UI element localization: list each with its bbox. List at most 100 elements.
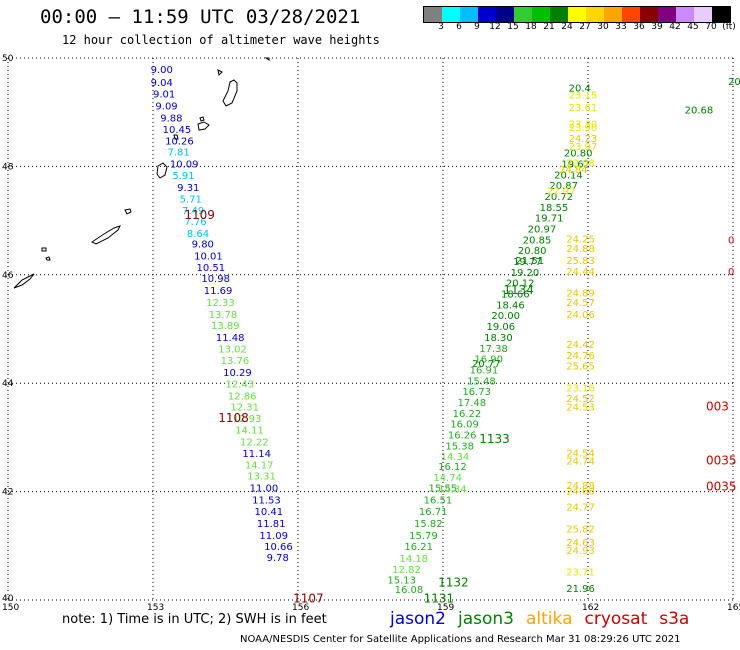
altika-swh-value: 24.06 [566,310,595,321]
jason3-swh-value: 20.68 [685,105,714,116]
altika-swh-value: 20.4 [569,84,591,95]
jason2-swh-value: 12.31 [230,402,259,413]
axis-tick-labels: 150 153 156 159 162 165 42 44 46 48 50 40 [2,54,740,613]
jason2-swh-value: 11.69 [204,286,233,297]
altika-swh-value: 23.61 [569,103,598,114]
jason2-swh-value: 11.53 [252,496,281,507]
altika-swh-value: 25.65 [566,362,595,373]
jason2-swh-value: 10.98 [201,274,230,285]
colorbar-label: 70 [705,22,717,32]
colorbar-label: 12 [489,22,501,32]
edge-value: 20.4 [728,77,740,88]
colorbar-swatch [640,7,658,22]
jason2-swh-value: 12.93 [233,414,262,425]
lat-tick-label: 48 [2,162,14,172]
altika-swh-value: 23.15 [569,91,598,102]
jason2-swh-value: 12.22 [240,438,269,449]
jason2-swh-value: 10.45 [163,125,192,136]
jason2-swh-value: 5.91 [172,171,194,182]
island-shape [222,79,238,107]
altika-swh-value: 24.23 [569,134,598,145]
jason3-swh-value: 16.08 [395,585,424,596]
lon-tick-label: 156 [292,603,309,613]
altika-swh-value: 25.82 [566,524,595,535]
jason3-swh-value: 20.72 [545,192,574,203]
colorbar-label: 21 [543,22,555,32]
jason2-swh-value: 11.00 [250,484,279,495]
jason3-swh-value: 20.87 [549,181,578,192]
colorbar-label: 36 [633,22,645,32]
jason3-swh-value: 20.80 [564,149,593,160]
colorbar-label: 27 [579,22,591,32]
jason2-swh-value: 13.02 [218,344,247,355]
altika-swh-value: 23.90 [569,123,598,134]
altika-swh-value: 24.88 [566,481,595,492]
island-shape [41,247,47,252]
lat-tick-label: 42 [2,488,13,498]
pass-number-label: 1108 [218,411,249,425]
lon-tick-label: 162 [582,603,599,613]
colorbar-swatch [442,7,460,22]
lon-tick-label: 153 [147,603,164,613]
pass-labels: 1109 1108 1107 1134 1133 1132 1131 003 0035 0035 [184,208,736,606]
pass-number-label: 0035 [706,454,737,468]
jason2-swh-value: 9.09 [155,101,177,112]
page-subtitle: 12 hour collection of altimeter wave hei… [62,33,380,47]
island-shape [199,116,205,122]
jason2-swh-value: 9.04 [151,78,173,89]
altika-swh-value: 20.77 [472,359,501,370]
jason3-swh-value: 20.97 [528,225,557,236]
jason2-swh-value: 12.33 [206,298,235,309]
jason3-swh-value: 20.85 [523,235,552,246]
colorbar-swatch [568,7,586,22]
jason3-swh-value: 15.55 [429,484,458,495]
jason3-swh-value: 20.14 [554,170,583,181]
lon-tick-label: 159 [437,603,454,613]
footnote: note: 1) Time is in UTC; 2) SWH is in fe… [62,612,327,627]
jason2-swh-value: 13.78 [209,310,238,321]
colorbar-label: 24 [561,22,573,32]
altika-swh-value: 21.96 [566,584,595,595]
jason3-swh-value: 14.74 [433,473,462,484]
colorbar-label: (ft) [722,22,736,32]
jason3-swh-value: 16.51 [424,496,453,507]
jason2-swh-value: 9.80 [192,240,214,251]
jason3-swh-value: 15.48 [467,376,496,387]
jason3-swh-value: 19.62 [561,159,590,170]
altika-swh-value: 24.53 [566,402,595,413]
pass-number-label: 1133 [479,432,510,446]
lon-tick-label: 150 [2,603,19,613]
jason2-swh-value: 14.11 [235,426,264,437]
jason3-swh-value: 17.48 [458,398,487,409]
altika-swh-value: 24.89 [566,288,595,299]
colorbar-label: 45 [687,22,699,32]
lon-tick-label: 165 [727,603,740,613]
jason3-swh-value: 14.18 [400,554,429,565]
jason3-swh-value: 19.06 [487,322,516,333]
altika-swh-value: 24.76 [566,351,595,362]
colorbar-swatch [658,7,676,22]
jason2-swh-value: 7.76 [184,217,206,228]
jason3-swh-value: 16.12 [438,462,467,473]
altika-swh-value: 24.42 [566,340,595,351]
jason2-swh-value: 14.17 [245,460,274,471]
island-shape [45,256,51,261]
colorbar-swatch [478,7,496,22]
jason2-swh-value: 9.78 [267,553,289,564]
jason2-swh-value: 13.31 [247,472,276,483]
altika-swh-value: 24.74 [566,457,595,468]
colorbar-swatch [712,7,730,22]
island-shape [13,273,35,289]
altika-swh-value: 24.25 [566,234,595,245]
altika-swh-value: 24.63 [566,538,595,549]
altika-swh-value: 24.84 [559,165,588,176]
colorbar-swatch [586,7,604,22]
jason3-swh-value: 15.79 [409,531,438,542]
jason3-swh-value: 15.13 [387,576,416,587]
altika-swh-value: 23.16 [566,383,595,394]
lat-tick-label: 46 [2,271,14,281]
page-title: 00:00 – 11:59 UTC 03/28/2021 [40,6,361,28]
colorbar-swatch [622,7,640,22]
jason3-swh-value: 16.73 [462,387,491,398]
jason2-swh-value: 11.81 [257,519,286,530]
